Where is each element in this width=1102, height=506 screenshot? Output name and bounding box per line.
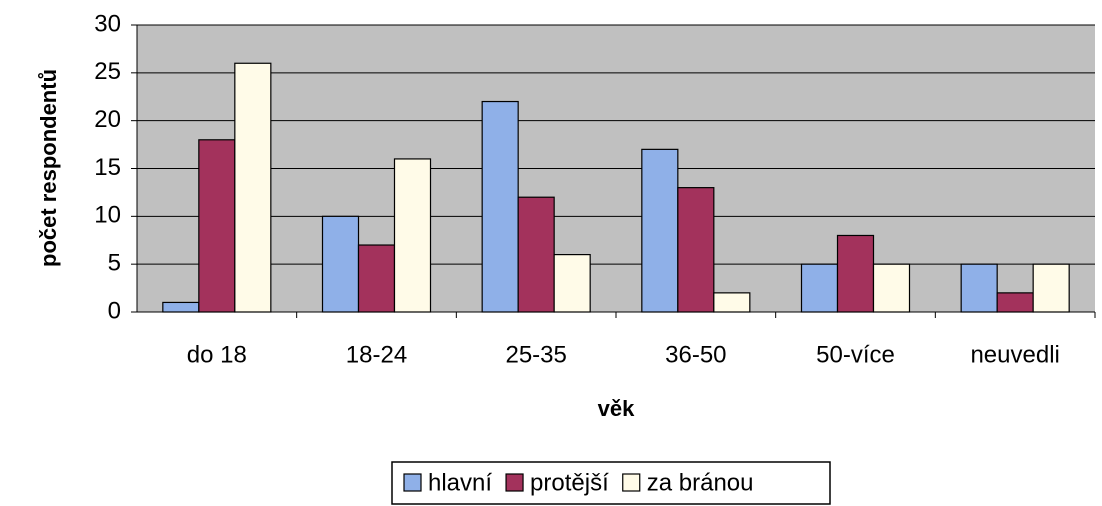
bar [393,158,432,313]
x-tick-label: neuvedli [970,341,1059,368]
bar [162,301,200,313]
bar [960,263,998,313]
x-tick-label: 25-35 [505,341,566,368]
bar [517,196,555,313]
y-tick-label: 25 [94,58,121,85]
x-tick-label: 18-24 [346,341,407,368]
y-tick-label: 15 [94,154,121,181]
bar [872,263,911,313]
bar [321,215,360,313]
bar [641,148,679,313]
bar [234,62,272,313]
y-tick-label: 20 [94,106,121,133]
x-tick-label: do 18 [187,341,247,368]
bar [713,292,751,313]
legend-label: protější [530,469,609,496]
bar [800,263,839,313]
bar [677,187,715,313]
legend-swatch [403,473,422,492]
bar [836,234,875,313]
y-tick-label: 30 [94,10,121,37]
legend-label: hlavní [428,469,492,496]
y-tick-label: 5 [108,250,121,277]
legend-swatch [505,473,524,492]
bar [357,244,396,313]
y-tick-label: 10 [94,202,121,229]
y-axis-title: počet respondentů [36,69,61,267]
bar [481,100,519,313]
bar [198,139,236,313]
legend-label: za bránou [647,469,754,496]
y-tick-label: 0 [108,297,121,324]
x-tick-label: 50-více [816,341,895,368]
legend-swatch [622,473,641,492]
x-axis-title: věk [598,396,635,421]
bar [996,292,1034,313]
x-tick-label: 36-50 [665,341,726,368]
bar [1032,263,1070,313]
legend [391,461,831,505]
bar [553,254,591,313]
